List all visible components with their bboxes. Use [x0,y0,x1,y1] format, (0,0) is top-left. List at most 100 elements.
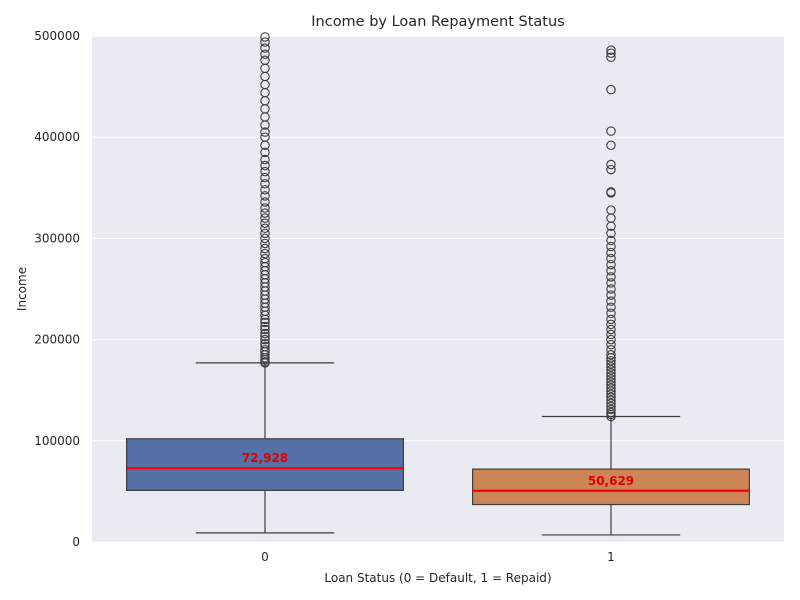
outlier-point [606,266,616,276]
outlier-point [606,159,616,170]
outlier-point [260,208,270,218]
outlier-point [606,371,616,381]
outlier-point [260,317,270,328]
x-axis-label: Loan Status (0 = Default, 1 = Repaid) [324,571,551,585]
outlier-point [260,324,270,335]
outlier-point [606,290,616,300]
outlier-point [606,296,616,306]
outlier-point [260,160,270,171]
outlier-point [260,147,270,158]
outlier-point [606,374,616,384]
box-iqr [125,438,404,491]
outlier-point [606,228,616,239]
outlier-point [606,45,616,55]
outlier-point [260,238,270,249]
median-label: 50,629 [588,474,634,488]
outlier-point [606,284,616,294]
outlier-point [606,329,616,340]
outlier-point [260,132,270,142]
outlier-point [606,359,616,369]
outlier-point [606,386,616,396]
outlier-point [606,339,616,350]
outlier-point [606,253,616,264]
outlier-point [606,380,616,390]
outlier-point [606,344,616,355]
outlier-point [260,37,270,47]
outlier-point [260,328,270,339]
outlier-point [606,52,616,63]
outlier-point [260,257,270,268]
outlier-point [606,395,616,406]
grid-lines [92,35,784,543]
outlier-point [260,341,270,352]
outlier-point [606,392,616,403]
tick-labels: 0 100000 200000 300000 400000 500000 0 1 [34,29,615,564]
outlier-point [606,350,616,360]
outlier-point [260,218,270,228]
outlier-point [606,404,616,415]
outlier-point [606,308,616,319]
outlier-point [606,140,616,151]
y-axis-label: Income [15,267,29,311]
chart-title: Income by Loan Repayment Status [311,14,565,30]
outlier-point [606,259,616,270]
outlier-point [606,368,616,378]
outlier-point [260,344,270,355]
outlier-point [606,314,616,325]
x-tick-label: 0 [261,550,269,564]
median-label: 72,928 [242,451,288,465]
outlier-point [606,126,616,136]
outlier-point [260,191,270,201]
outlier-point [260,179,270,189]
outlier-point [260,172,270,183]
box-group: 72,928 [125,32,404,534]
outlier-point [260,43,270,53]
outlier-point [606,377,616,387]
box-iqr [472,468,750,506]
outlier-point [606,48,616,58]
y-tick-label: 200000 [34,333,80,347]
y-tick-label: 500000 [34,29,80,43]
outlier-point [606,362,616,372]
outlier-point [260,213,270,223]
outlier-point [260,321,270,332]
outlier-point [260,32,270,42]
outlier-point [260,185,270,195]
outlier-point [606,84,616,95]
y-tick-label: 300000 [34,231,80,245]
outlier-point [606,187,616,197]
outlier-point [260,203,270,213]
outlier-point [606,247,616,258]
outlier-point [606,401,616,412]
outlier-point [606,235,616,246]
outlier-point [260,228,270,239]
outlier-point [606,302,616,312]
outlier-point [260,243,270,254]
outlier-point [606,272,616,282]
outlier-point [606,365,616,375]
outlier-point [606,319,616,330]
outlier-point [260,248,270,259]
outlier-point [260,334,270,345]
y-tick-label: 0 [72,535,80,549]
outlier-point [260,166,270,177]
outlier-point [260,223,270,234]
outlier-point [606,407,616,418]
outlier-point [260,331,270,342]
outlier-point [606,383,616,393]
outlier-point [606,164,616,175]
outlier-point [606,324,616,335]
outlier-point [260,49,270,59]
outlier-point [606,278,616,288]
x-tick-label: 1 [607,550,615,564]
box-group: 50,629 [472,45,750,536]
outlier-point [606,334,616,345]
outlier-point [606,205,616,215]
outlier-point [260,338,270,349]
boxes: 72,928 50,629 [125,32,750,536]
y-tick-label: 100000 [34,434,80,448]
outlier-point [606,389,616,399]
outlier-point [260,154,270,165]
outlier-point [260,233,270,244]
